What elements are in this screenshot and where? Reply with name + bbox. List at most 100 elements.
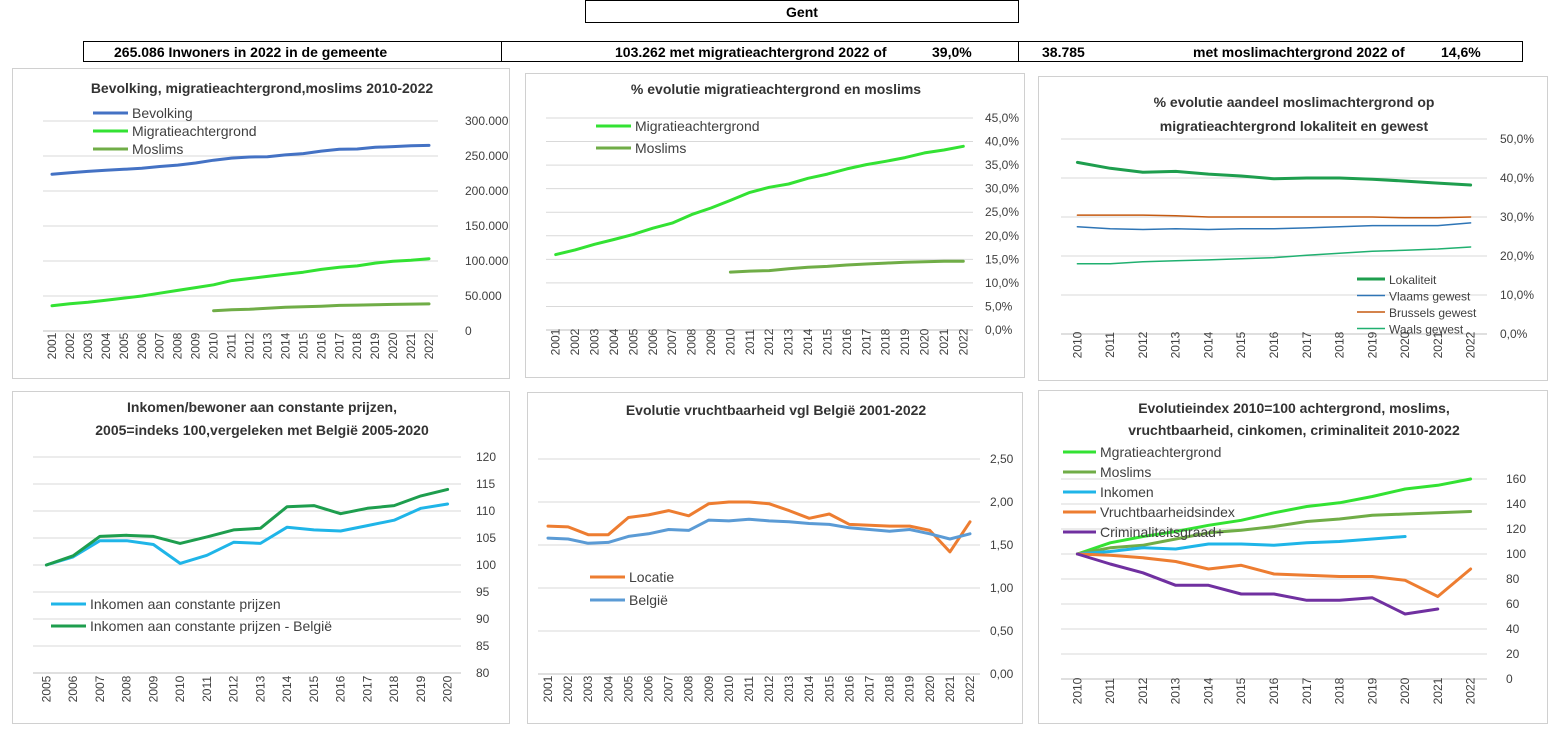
legend-label: Bevolking [132, 105, 193, 121]
chart-panel-fertility: Evolutie vruchtbaarheid vgl België 2001-… [527, 392, 1023, 724]
x-tick-label: 2009 [704, 328, 718, 355]
y-tick-label: 1,00 [990, 581, 1014, 595]
chart-title: Evolutieindex 2010=100 achtergrond, mosl… [1138, 400, 1450, 416]
x-tick-label: 2012 [1136, 331, 1150, 358]
x-tick-label: 2016 [314, 332, 328, 359]
x-tick-label: 2003 [581, 675, 595, 702]
y-tick-label: 300.000 [465, 114, 509, 128]
x-tick-label: 2018 [883, 675, 897, 702]
x-tick-label: 2010 [1070, 331, 1084, 358]
x-tick-label: 2011 [225, 333, 239, 359]
x-tick-label: 2021 [404, 332, 418, 359]
series-line-brussels-gewest [1076, 214, 1472, 219]
stat-population: 265.086 Inwoners in 2022 in de gemeente [114, 44, 388, 60]
legend-label: Vruchtbaarheidsindex [1100, 504, 1235, 520]
stat-muslim-count: 38.785 [1042, 44, 1085, 60]
chart-migration-pct-svg: % evolutie migratieachtergrond en moslim… [546, 81, 1019, 355]
page-title: Gent [786, 4, 818, 20]
series-line-migratieachtergrond [554, 144, 965, 257]
x-tick-label: 2008 [682, 675, 696, 702]
series-line-belgi- [546, 517, 972, 545]
legend-label: Migratieachtergrond [132, 123, 257, 139]
x-tick-label: 2001 [549, 328, 563, 355]
legend-label: Brussels gewest [1389, 306, 1477, 320]
y-tick-label: 100.000 [465, 254, 509, 268]
x-tick-label: 2017 [332, 332, 346, 359]
x-tick-label: 2011 [1103, 678, 1117, 704]
chart-index-svg: Evolutieindex 2010=100 achtergrond, mosl… [1061, 400, 1526, 704]
x-tick-label: 2020 [917, 328, 931, 355]
x-tick-label: 2008 [685, 328, 699, 355]
y-tick-label: 105 [476, 531, 496, 545]
legend-label: Locatie [629, 569, 674, 585]
chart-panel-index: Evolutieindex 2010=100 achtergrond, mosl… [1038, 390, 1548, 724]
y-tick-label: 5,0% [985, 299, 1013, 313]
y-tick-label: 50,0% [1500, 132, 1534, 146]
chart-muslim-share-svg: % evolutie aandeel moslimachtergrond op m… [1061, 94, 1534, 358]
x-tick-label: 2006 [135, 332, 149, 359]
y-tick-label: 110 [476, 504, 495, 518]
series-line-bevolking [50, 143, 431, 176]
chart-population-svg: Bevolking, migratieachtergrond,moslims 2… [43, 80, 509, 359]
x-tick-label: 2022 [422, 332, 436, 359]
legend-label: Migratieachtergrond [635, 118, 760, 134]
y-tick-label: 30,0% [985, 182, 1019, 196]
y-tick-label: 80 [1506, 572, 1520, 586]
stat-muslim-label: met moslimachtergrond 2022 of [1193, 44, 1405, 60]
x-tick-label: 2021 [937, 328, 951, 355]
y-tick-label: 45,0% [985, 111, 1019, 125]
x-tick-label: 2011 [743, 329, 757, 355]
series-line-vruchtbaarheidsindex [1075, 552, 1473, 598]
x-tick-label: 2019 [368, 332, 382, 359]
x-tick-label: 2014 [802, 675, 816, 702]
y-tick-label: 250.000 [465, 149, 509, 163]
y-tick-label: 50.000 [465, 289, 502, 303]
x-tick-label: 2006 [66, 675, 80, 702]
y-tick-label: 30,0% [1500, 210, 1534, 224]
x-tick-label: 2011 [1103, 332, 1117, 358]
chart-title: vruchtbaarheid, cinkomen, criminaliteit … [1128, 422, 1460, 438]
x-tick-label: 2012 [762, 675, 776, 702]
x-tick-label: 2007 [662, 675, 676, 702]
x-tick-label: 2013 [1169, 331, 1183, 358]
series-line-moslims [1075, 510, 1473, 556]
legend-label: Waals gewest [1389, 323, 1464, 337]
chart-title: Bevolking, migratieachtergrond,moslims 2… [91, 80, 434, 96]
y-tick-label: 120 [1506, 522, 1526, 536]
x-tick-label: 2015 [296, 332, 310, 359]
legend-label: Mgratieachtergrond [1100, 444, 1221, 460]
x-tick-label: 2002 [568, 328, 582, 355]
x-tick-label: 2008 [171, 332, 185, 359]
x-tick-label: 2011 [200, 676, 214, 702]
x-tick-label: 2012 [242, 332, 256, 359]
x-tick-label: 2013 [253, 675, 267, 702]
legend-label: Vlaams gewest [1389, 290, 1471, 304]
x-tick-label: 2020 [441, 675, 455, 702]
legend-label: Inkomen [1100, 484, 1154, 500]
stat-migration: 103.262 met migratieachtergrond 2022 of [615, 44, 887, 60]
legend-label: Inkomen aan constante prijzen - België [90, 618, 332, 634]
x-tick-label: 2017 [360, 675, 374, 702]
chart-title: Evolutie vruchtbaarheid vgl België 2001-… [626, 402, 927, 418]
y-tick-label: 90 [476, 612, 490, 626]
chart-fertility-svg: Evolutie vruchtbaarheid vgl België 2001-… [538, 402, 1014, 702]
legend-label: België [629, 592, 668, 608]
chart-panel-income: Inkomen/bewoner aan constante prijzen, 20… [12, 391, 510, 724]
y-tick-label: 10,0% [1500, 288, 1534, 302]
x-tick-label: 2009 [702, 675, 716, 702]
x-tick-label: 2016 [1267, 331, 1281, 358]
x-tick-label: 2015 [1234, 331, 1248, 358]
series-line-lokaliteit [1075, 160, 1473, 187]
x-tick-label: 2004 [601, 675, 615, 702]
x-tick-label: 2016 [334, 675, 348, 702]
y-tick-label: 25,0% [985, 205, 1019, 219]
x-tick-label: 2010 [1070, 677, 1084, 704]
chart-panel-migration-pct: % evolutie migratieachtergrond en moslim… [525, 73, 1025, 378]
series-line-moslims [728, 259, 965, 274]
y-tick-label: 1,50 [990, 538, 1014, 552]
y-tick-label: 100 [1506, 547, 1526, 561]
y-tick-label: 40,0% [985, 135, 1019, 149]
y-tick-label: 200.000 [465, 184, 509, 198]
x-tick-label: 2012 [1136, 677, 1150, 704]
y-tick-label: 0 [465, 324, 472, 338]
